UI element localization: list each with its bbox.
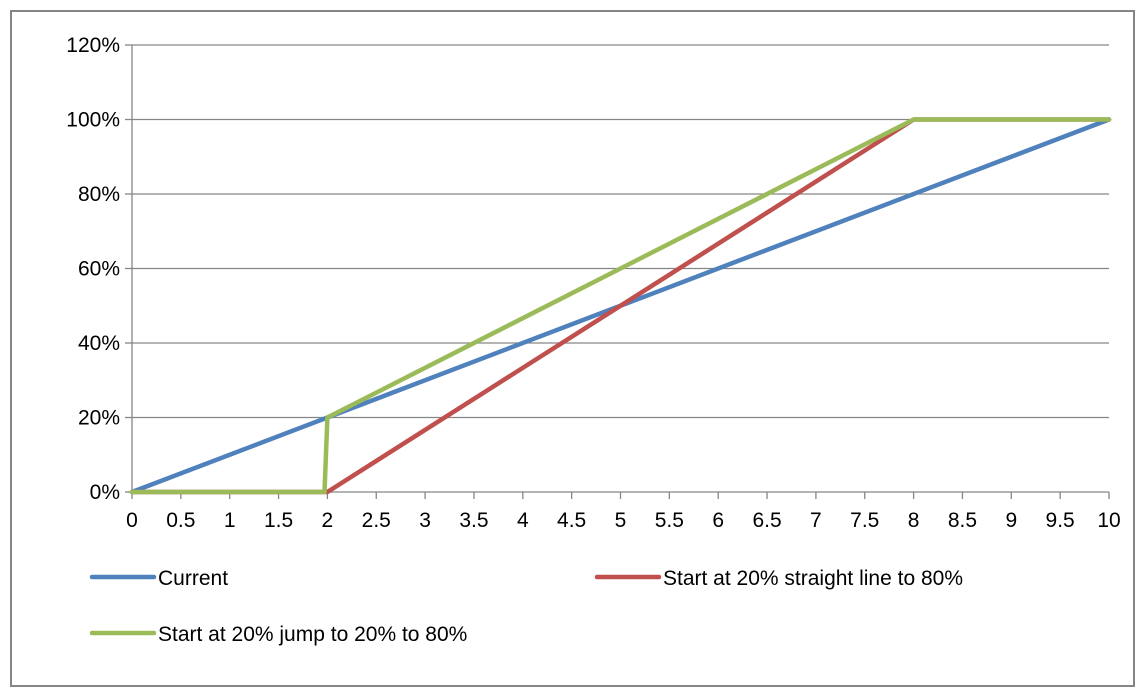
y-tick-label: 80% xyxy=(78,183,120,206)
x-tick-label: 6.5 xyxy=(752,509,781,532)
series-line-3 xyxy=(129,117,1112,495)
x-tick-label: 9.5 xyxy=(1046,509,1075,532)
x-tick-label: 1.5 xyxy=(264,509,293,532)
x-tick-label: 1 xyxy=(224,509,236,532)
x-tick-label: 0.5 xyxy=(166,509,195,532)
x-tick-label: 2.5 xyxy=(362,509,391,532)
gridlines xyxy=(132,44,1109,419)
x-tick-label: 3.5 xyxy=(459,509,488,532)
x-tick-label: 10 xyxy=(1097,509,1120,532)
legend-label: Start at 20% straight line to 80% xyxy=(663,567,963,590)
x-tick-label: 8.5 xyxy=(948,509,977,532)
x-tick-label: 5 xyxy=(615,509,627,532)
x-tick-label: 4.5 xyxy=(557,509,586,532)
x-tick-label: 2 xyxy=(322,509,334,532)
x-tick-label: 5.5 xyxy=(655,509,684,532)
x-tick-label: 0 xyxy=(126,509,138,532)
y-tick-label: 120% xyxy=(66,34,120,57)
y-tick-label: 100% xyxy=(66,109,120,132)
series-lines xyxy=(129,117,1112,495)
x-tick-label: 8 xyxy=(908,509,920,532)
legend-label: Current xyxy=(158,567,228,590)
y-axis-tick-labels: 0% 20% 40% 60% 80% 100% 120% xyxy=(66,34,120,504)
y-tick-label: 40% xyxy=(78,332,120,355)
x-tick-label: 4 xyxy=(517,509,529,532)
legend-label: Start at 20% jump to 20% to 80% xyxy=(158,623,467,646)
x-tick-label: 6 xyxy=(712,509,724,532)
y-tick-label: 0% xyxy=(90,481,120,504)
x-tick-label: 9 xyxy=(1005,509,1017,532)
x-tick-label: 7 xyxy=(810,509,822,532)
y-tick-label: 60% xyxy=(78,258,120,281)
chart-frame xyxy=(10,10,1135,687)
x-tick-label: 7.5 xyxy=(850,509,879,532)
x-tick-label: 3 xyxy=(419,509,431,532)
x-axis-tick-labels: 0 0.5 1 1.5 2 2.5 3 3.5 4 4.5 5 5.5 6 6.5 7 7.5 8 8.5 9 9.5… xyxy=(126,509,1121,532)
y-tick-label: 20% xyxy=(78,407,120,430)
legend: Current Start at 20% straight line to 80%… xyxy=(89,567,963,646)
